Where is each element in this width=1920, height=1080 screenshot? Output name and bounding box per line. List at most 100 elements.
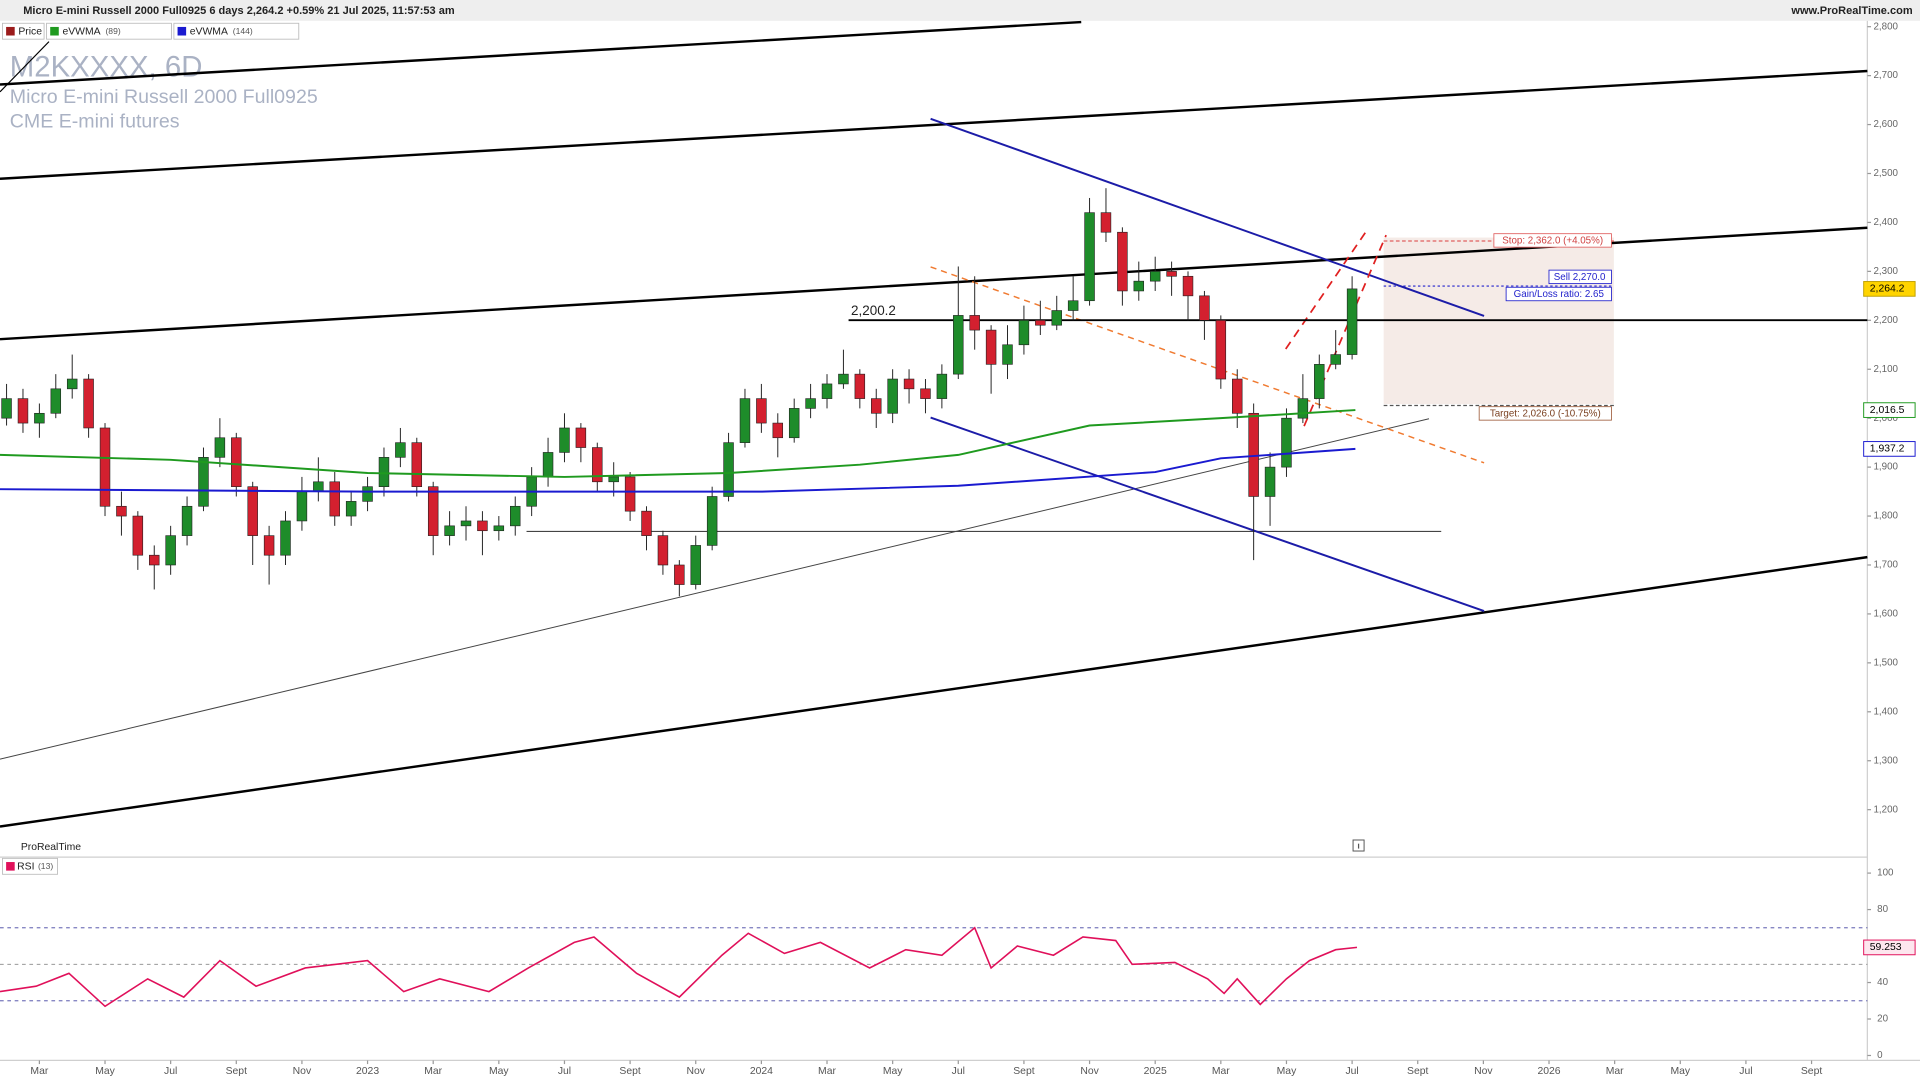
candle-body bbox=[66, 378, 78, 390]
y-tick-label: 20 bbox=[1877, 1014, 1888, 1025]
y-tick-label: 1,900 bbox=[1873, 462, 1898, 473]
legend-item[interactable]: eVWMA (144) bbox=[173, 22, 300, 40]
brand-label: ProRealTime bbox=[21, 842, 81, 853]
y-tick-label: 1,600 bbox=[1873, 609, 1898, 620]
legend-swatch bbox=[6, 26, 15, 36]
candle-body bbox=[427, 486, 439, 536]
candle-body bbox=[1314, 364, 1325, 399]
candle-body bbox=[378, 457, 390, 487]
moving-average-line bbox=[0, 447, 1356, 493]
candle-body bbox=[592, 447, 603, 483]
rsi-badge: 59.253 bbox=[1870, 942, 1902, 953]
legend-item[interactable]: eVWMA (89) bbox=[46, 22, 172, 40]
y-tick-label: 1,500 bbox=[1873, 657, 1898, 668]
candle-body bbox=[1232, 378, 1243, 414]
x-tick-label: May bbox=[1670, 1066, 1690, 1077]
candle-body bbox=[247, 486, 258, 536]
y-tick-label: 100 bbox=[1877, 868, 1894, 879]
x-tick-label: Mar bbox=[818, 1066, 836, 1077]
y-tick-label: 1,300 bbox=[1873, 755, 1898, 766]
candle-body bbox=[542, 452, 554, 478]
y-tick-label: 2,400 bbox=[1873, 217, 1898, 228]
candle-body bbox=[17, 398, 29, 424]
watermark-subtitle: CME E-mini futures bbox=[10, 111, 180, 133]
x-tick-label: Jul bbox=[1345, 1066, 1358, 1077]
candle-body bbox=[83, 378, 94, 429]
candle-body bbox=[739, 398, 751, 443]
candle-body bbox=[805, 398, 816, 409]
x-tick-label: Mar bbox=[1606, 1066, 1624, 1077]
legend-swatch bbox=[6, 862, 15, 871]
candle-body bbox=[1, 398, 12, 419]
y-tick-label: 1,400 bbox=[1873, 706, 1898, 717]
y-tick-label: 1,700 bbox=[1873, 560, 1898, 571]
candle-body bbox=[903, 378, 915, 390]
candle-body bbox=[477, 520, 488, 532]
legend-label: RSI bbox=[17, 862, 34, 873]
ma-badge: 1,937.2 bbox=[1870, 444, 1905, 455]
x-tick-label: May bbox=[1277, 1066, 1297, 1077]
x-tick-label: Mar bbox=[1212, 1066, 1230, 1077]
level-label: 2,200.2 bbox=[851, 303, 896, 318]
candle-body bbox=[821, 383, 833, 399]
ma-badge-bg bbox=[1863, 441, 1916, 457]
candle-body bbox=[313, 481, 324, 492]
candle-body bbox=[723, 442, 734, 497]
candle-body bbox=[1084, 212, 1095, 302]
candle-body bbox=[231, 437, 242, 487]
candle-body bbox=[362, 486, 373, 502]
x-tick-label: May bbox=[883, 1066, 903, 1077]
data-layer: 1,200 1,300 1,400 1,500 1,600 1,700 1,800 1,900… bbox=[0, 21, 1916, 1077]
y-tick-label: 80 bbox=[1877, 904, 1888, 915]
ma-badge: 2,016.5 bbox=[1870, 405, 1905, 416]
candle-body bbox=[50, 388, 62, 414]
legend-item[interactable]: RSI (13) bbox=[2, 857, 58, 875]
candle-body bbox=[165, 535, 176, 566]
candle-body bbox=[181, 505, 193, 536]
trend-line bbox=[0, 418, 1430, 760]
candle-body bbox=[887, 378, 898, 414]
x-tick-label: Mar bbox=[424, 1066, 442, 1077]
candle-body bbox=[1297, 398, 1309, 419]
candle-body bbox=[1264, 466, 1276, 497]
candle-body bbox=[34, 412, 45, 424]
x-tick-label: 2026 bbox=[1537, 1066, 1560, 1077]
legend-item[interactable]: Price bbox=[2, 22, 45, 40]
candle-body bbox=[674, 564, 685, 585]
sell-box bbox=[1548, 269, 1612, 285]
legend-box bbox=[46, 22, 172, 40]
x-tick-label: 2024 bbox=[750, 1066, 773, 1077]
legend-label: eVWMA bbox=[190, 27, 228, 38]
ratio-label: Gain/Loss ratio: 2.65 bbox=[1514, 289, 1605, 300]
candle-body bbox=[1215, 320, 1227, 380]
candle-body bbox=[1182, 275, 1194, 297]
target-label: Target: 2,026.0 (-10.75%) bbox=[1490, 409, 1601, 420]
y-tick-label: 2,600 bbox=[1873, 119, 1898, 130]
rsi-badge-bg bbox=[1863, 939, 1916, 956]
stop-box bbox=[1493, 233, 1612, 248]
trend-line bbox=[0, 41, 50, 93]
y-tick-label: 1,200 bbox=[1873, 804, 1898, 815]
x-tick-label: Sept bbox=[226, 1066, 247, 1077]
candle-body bbox=[969, 315, 980, 331]
x-tick-label: Jul bbox=[164, 1066, 177, 1077]
candle-body bbox=[772, 422, 784, 439]
y-tick-label: 0 bbox=[1877, 1050, 1883, 1061]
candle-body bbox=[1051, 310, 1062, 326]
x-tick-label: Nov bbox=[293, 1066, 312, 1077]
header-site: www.ProRealTime.com bbox=[1790, 5, 1912, 17]
x-tick-label: Jul bbox=[558, 1066, 571, 1077]
candle-body bbox=[460, 520, 472, 527]
candle-body bbox=[510, 505, 521, 527]
candle-body bbox=[706, 496, 718, 546]
candle-body bbox=[214, 437, 226, 458]
candle-body bbox=[198, 457, 209, 507]
x-tick-label: May bbox=[95, 1066, 115, 1077]
candle-body bbox=[1281, 417, 1292, 468]
x-tick-label: Jul bbox=[952, 1066, 965, 1077]
legend-swatch bbox=[177, 26, 187, 36]
y-tick-label: 2,200 bbox=[1873, 315, 1898, 326]
x-tick-label: Sept bbox=[1013, 1066, 1034, 1077]
candle-body bbox=[608, 476, 619, 483]
x-tick-label: Sept bbox=[1801, 1066, 1822, 1077]
